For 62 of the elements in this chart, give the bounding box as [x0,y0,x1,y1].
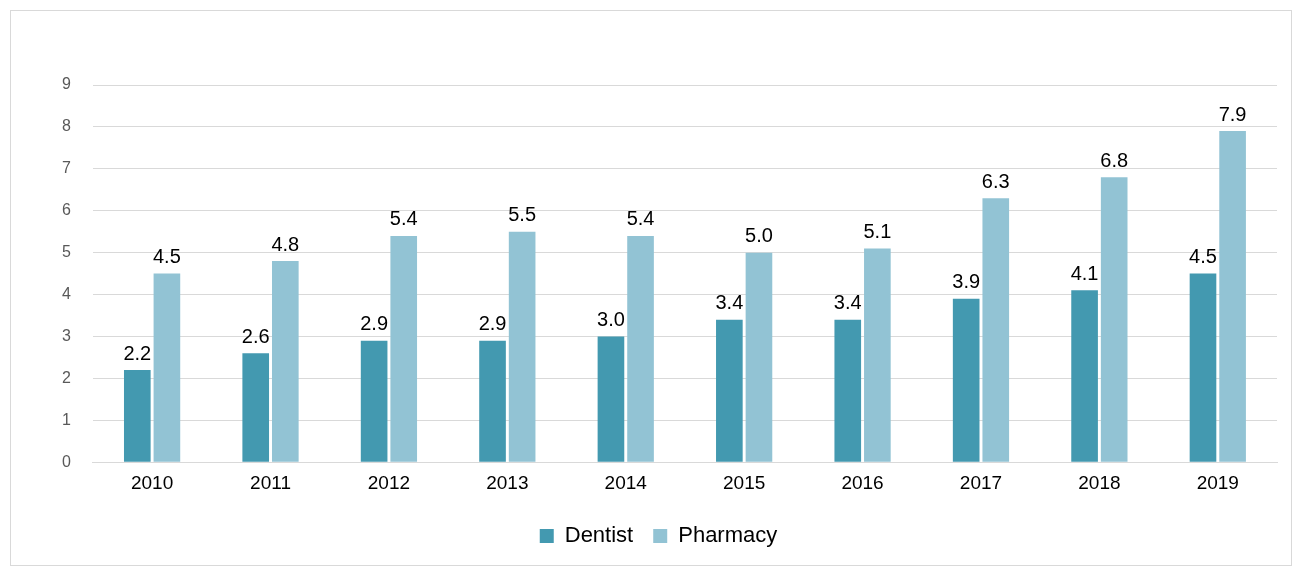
bar [627,235,654,462]
bar [1189,273,1217,462]
bar [508,231,536,462]
data-label: 5.0 [745,224,773,247]
bar [390,235,418,462]
legend-label: Dentist [564,522,634,548]
y-tick-label: 5 [61,243,71,261]
bar [982,198,1010,462]
x-tick-label: 2015 [723,471,766,493]
x-tick-label: 2012 [367,471,411,493]
y-tick-label: 3 [61,326,71,344]
bar [1100,177,1128,462]
y-tick-label: 8 [61,117,71,135]
data-label: 3.4 [715,291,744,314]
x-tick-label: 2017 [959,471,1003,493]
bar [271,261,299,462]
y-tick-label: 1 [61,410,71,428]
bar [745,252,773,462]
x-tick-label: 2011 [250,471,291,493]
data-label: 3.9 [952,270,981,293]
x-tick-label: 2014 [604,471,648,493]
data-label: 5.1 [863,219,892,242]
bar [1071,290,1098,462]
x-tick-label: 2016 [841,471,884,493]
y-tick-label: 0 [61,452,71,470]
data-label: 6.3 [981,169,1010,192]
x-tick-label: 2013 [486,471,529,493]
legend-label: Pharmacy [678,522,778,548]
bar [242,353,270,462]
bar [864,248,891,462]
bar [123,370,151,462]
bar [716,319,743,462]
bar [597,336,625,462]
data-label: 5.5 [508,203,537,226]
data-label: 4.5 [1189,245,1217,268]
data-label: 5.4 [389,207,418,230]
x-tick-label: 2018 [1078,471,1121,493]
bar [834,319,862,462]
data-label: 2.2 [123,341,152,364]
data-label: 2.9 [360,312,389,335]
x-tick-label: 2010 [130,471,174,493]
bar [360,340,388,462]
y-tick-label: 6 [61,201,71,219]
y-tick-label: 9 [61,75,71,93]
y-tick-label: 2 [61,368,71,386]
data-label: 2.9 [478,312,507,335]
data-label: 5.4 [626,207,655,230]
data-label: 4.5 [153,245,181,268]
bar [952,298,980,462]
data-label: 6.8 [1100,148,1129,171]
bar [1219,131,1246,462]
data-label: 4.8 [271,232,300,255]
bar [153,273,181,462]
data-label: 4.1 [1070,261,1099,284]
data-label: 3.4 [833,291,862,314]
data-label: 3.0 [597,307,625,330]
data-label: 7.9 [1218,102,1247,125]
y-tick-label: 4 [61,284,71,302]
bar [479,340,506,462]
y-tick-label: 7 [61,159,71,177]
data-label: 2.6 [241,324,270,347]
x-tick-label: 2019 [1196,471,1239,493]
